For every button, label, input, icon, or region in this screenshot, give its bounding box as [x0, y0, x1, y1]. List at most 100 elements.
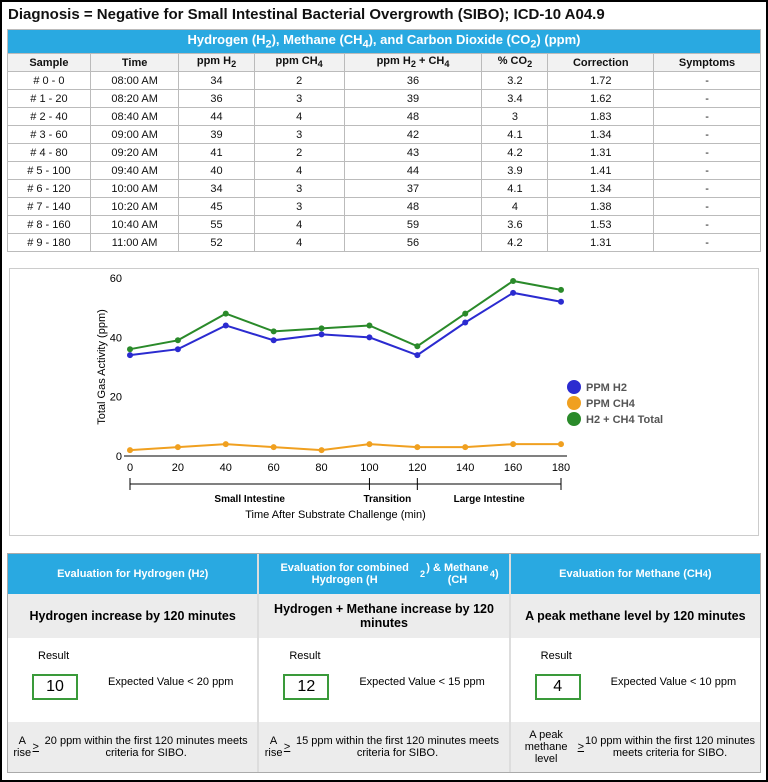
table-cell: -	[653, 215, 761, 234]
table-cell: # 0 - 0	[7, 71, 91, 90]
data-point	[462, 319, 469, 326]
data-point	[462, 444, 469, 451]
data-point	[270, 444, 277, 451]
data-point	[558, 298, 564, 305]
result-value: 10	[32, 674, 78, 700]
table-cell: 4.1	[481, 125, 549, 144]
column-header: Time	[89, 53, 180, 72]
table-cell: 10:00 AM	[89, 179, 180, 198]
table-cell: 4	[253, 161, 345, 180]
x-tick-label: 0	[127, 462, 133, 474]
table-cell: 1.53	[547, 215, 655, 234]
legend-swatch	[567, 396, 581, 410]
table-cell: 3.2	[481, 71, 549, 90]
evaluation-subtitle: Hydrogen increase by 120 minutes	[8, 594, 258, 638]
evaluation-criteria: A peak methane level > 10 ppm within the…	[510, 722, 760, 772]
table-row: # 0 - 0 08:00 AM 34 2 36 3.2 1.72-	[7, 71, 761, 90]
evaluation-header: Evaluation for Hydrogen (H 2)	[8, 554, 258, 594]
table-cell: 10:40 AM	[89, 215, 180, 234]
data-point	[558, 286, 564, 293]
data-point	[127, 352, 133, 359]
data-point	[174, 444, 181, 451]
table-cell: 09:20 AM	[89, 143, 180, 162]
data-point	[462, 310, 469, 317]
column-header: Symptoms	[653, 53, 761, 72]
table-cell: 39	[343, 89, 483, 108]
table-cell: 2	[253, 71, 345, 90]
table-cell: 3	[253, 179, 345, 198]
table-row: # 4 - 80 09:20 AM 41 2 43 4.2 1.31-	[7, 143, 761, 162]
data-point	[270, 337, 277, 344]
table-cell: 08:20 AM	[89, 89, 180, 108]
table-cell: 39	[178, 125, 255, 144]
y-tick-label: 20	[110, 392, 122, 404]
data-point	[270, 328, 277, 335]
legend-swatch	[567, 380, 581, 394]
table-cell: 48	[343, 197, 483, 216]
table-cell: 42	[343, 125, 483, 144]
table-cell: 41	[178, 143, 255, 162]
expected-value: Expected Value < 20 ppm	[108, 676, 234, 688]
data-point	[318, 325, 325, 332]
data-point	[414, 343, 421, 350]
series-line	[129, 443, 561, 452]
expected-value: Expected Value < 10 ppm	[610, 676, 737, 688]
region-label: Transition	[363, 494, 411, 505]
x-tick-label: 120	[408, 462, 426, 474]
evaluation-criteria: A rise > 20 ppm within the first 120 min…	[8, 722, 258, 772]
column-header: ppm CH4	[253, 53, 345, 72]
table-cell: -	[653, 89, 761, 108]
table-cell: # 3 - 60	[7, 125, 91, 144]
x-tick-label: 60	[268, 462, 280, 474]
table-cell: 43	[343, 143, 483, 162]
table-cell: -	[653, 107, 761, 126]
table-cell: 34	[178, 71, 255, 90]
table-cell: 3	[481, 107, 549, 126]
table-cell: 1.41	[547, 161, 655, 180]
table-cell: 3	[253, 125, 345, 144]
x-tick-label: 180	[552, 462, 570, 474]
legend-label: H2 + CH4 Total	[586, 414, 663, 426]
table-cell: 45	[178, 197, 255, 216]
table-cell: 08:40 AM	[89, 107, 180, 126]
table-cell: 52	[178, 233, 255, 252]
evaluation-hydrogen: Evaluation for Hydrogen (H 2) Hydrogen in…	[8, 554, 260, 772]
evaluation-header: Evaluation for Methane (CH 4)	[510, 554, 760, 594]
data-point	[127, 447, 133, 454]
y-tick-label: 60	[110, 273, 122, 285]
legend-swatch	[567, 412, 581, 426]
legend-label: PPM H2	[586, 382, 627, 394]
table-cell: 1.72	[547, 71, 655, 90]
data-point	[366, 322, 373, 329]
y-tick-label: 40	[110, 332, 122, 344]
table-row: # 1 - 20 08:20 AM 36 3 39 3.4 1.62-	[7, 89, 761, 108]
x-tick-label: 160	[504, 462, 522, 474]
y-axis-title: Total Gas Activity (ppm)	[96, 309, 108, 425]
table-cell: 34	[178, 179, 255, 198]
data-point	[558, 441, 564, 448]
table-cell: 4	[253, 107, 345, 126]
table-cell: 37	[343, 179, 483, 198]
data-point	[222, 322, 229, 329]
x-tick-label: 40	[220, 462, 232, 474]
table-cell: 3	[253, 89, 345, 108]
evaluation-criteria: A rise > 15 ppm within the first 120 min…	[259, 722, 509, 772]
table-cell: 08:00 AM	[89, 71, 180, 90]
table-cell: 40	[178, 161, 255, 180]
table-cell: -	[653, 161, 761, 180]
series-line	[129, 291, 562, 357]
data-point	[366, 334, 373, 341]
table-cell: 1.34	[547, 125, 655, 144]
result-value: 4	[534, 674, 581, 700]
table-caption: Hydrogen (H2), Methane (CH4), and Carbon…	[7, 29, 761, 54]
expected-value: Expected Value < 15 ppm	[359, 676, 485, 688]
chart-panel: 0 20 40 60 0 20 40 60 80 100 120 140 160 180 Small Int…	[9, 268, 759, 536]
evaluation-combined: Evaluation for combined Hydrogen (H 2) & …	[259, 554, 511, 772]
table-row: # 7 - 140 10:20 AM 45 3 48 4 1.38-	[7, 197, 761, 216]
data-point	[318, 447, 325, 454]
data-point	[414, 352, 421, 359]
data-point	[510, 289, 517, 296]
table-cell: 59	[343, 215, 483, 234]
column-header: % CO2	[481, 53, 549, 72]
table-cell: # 4 - 80	[7, 143, 91, 162]
